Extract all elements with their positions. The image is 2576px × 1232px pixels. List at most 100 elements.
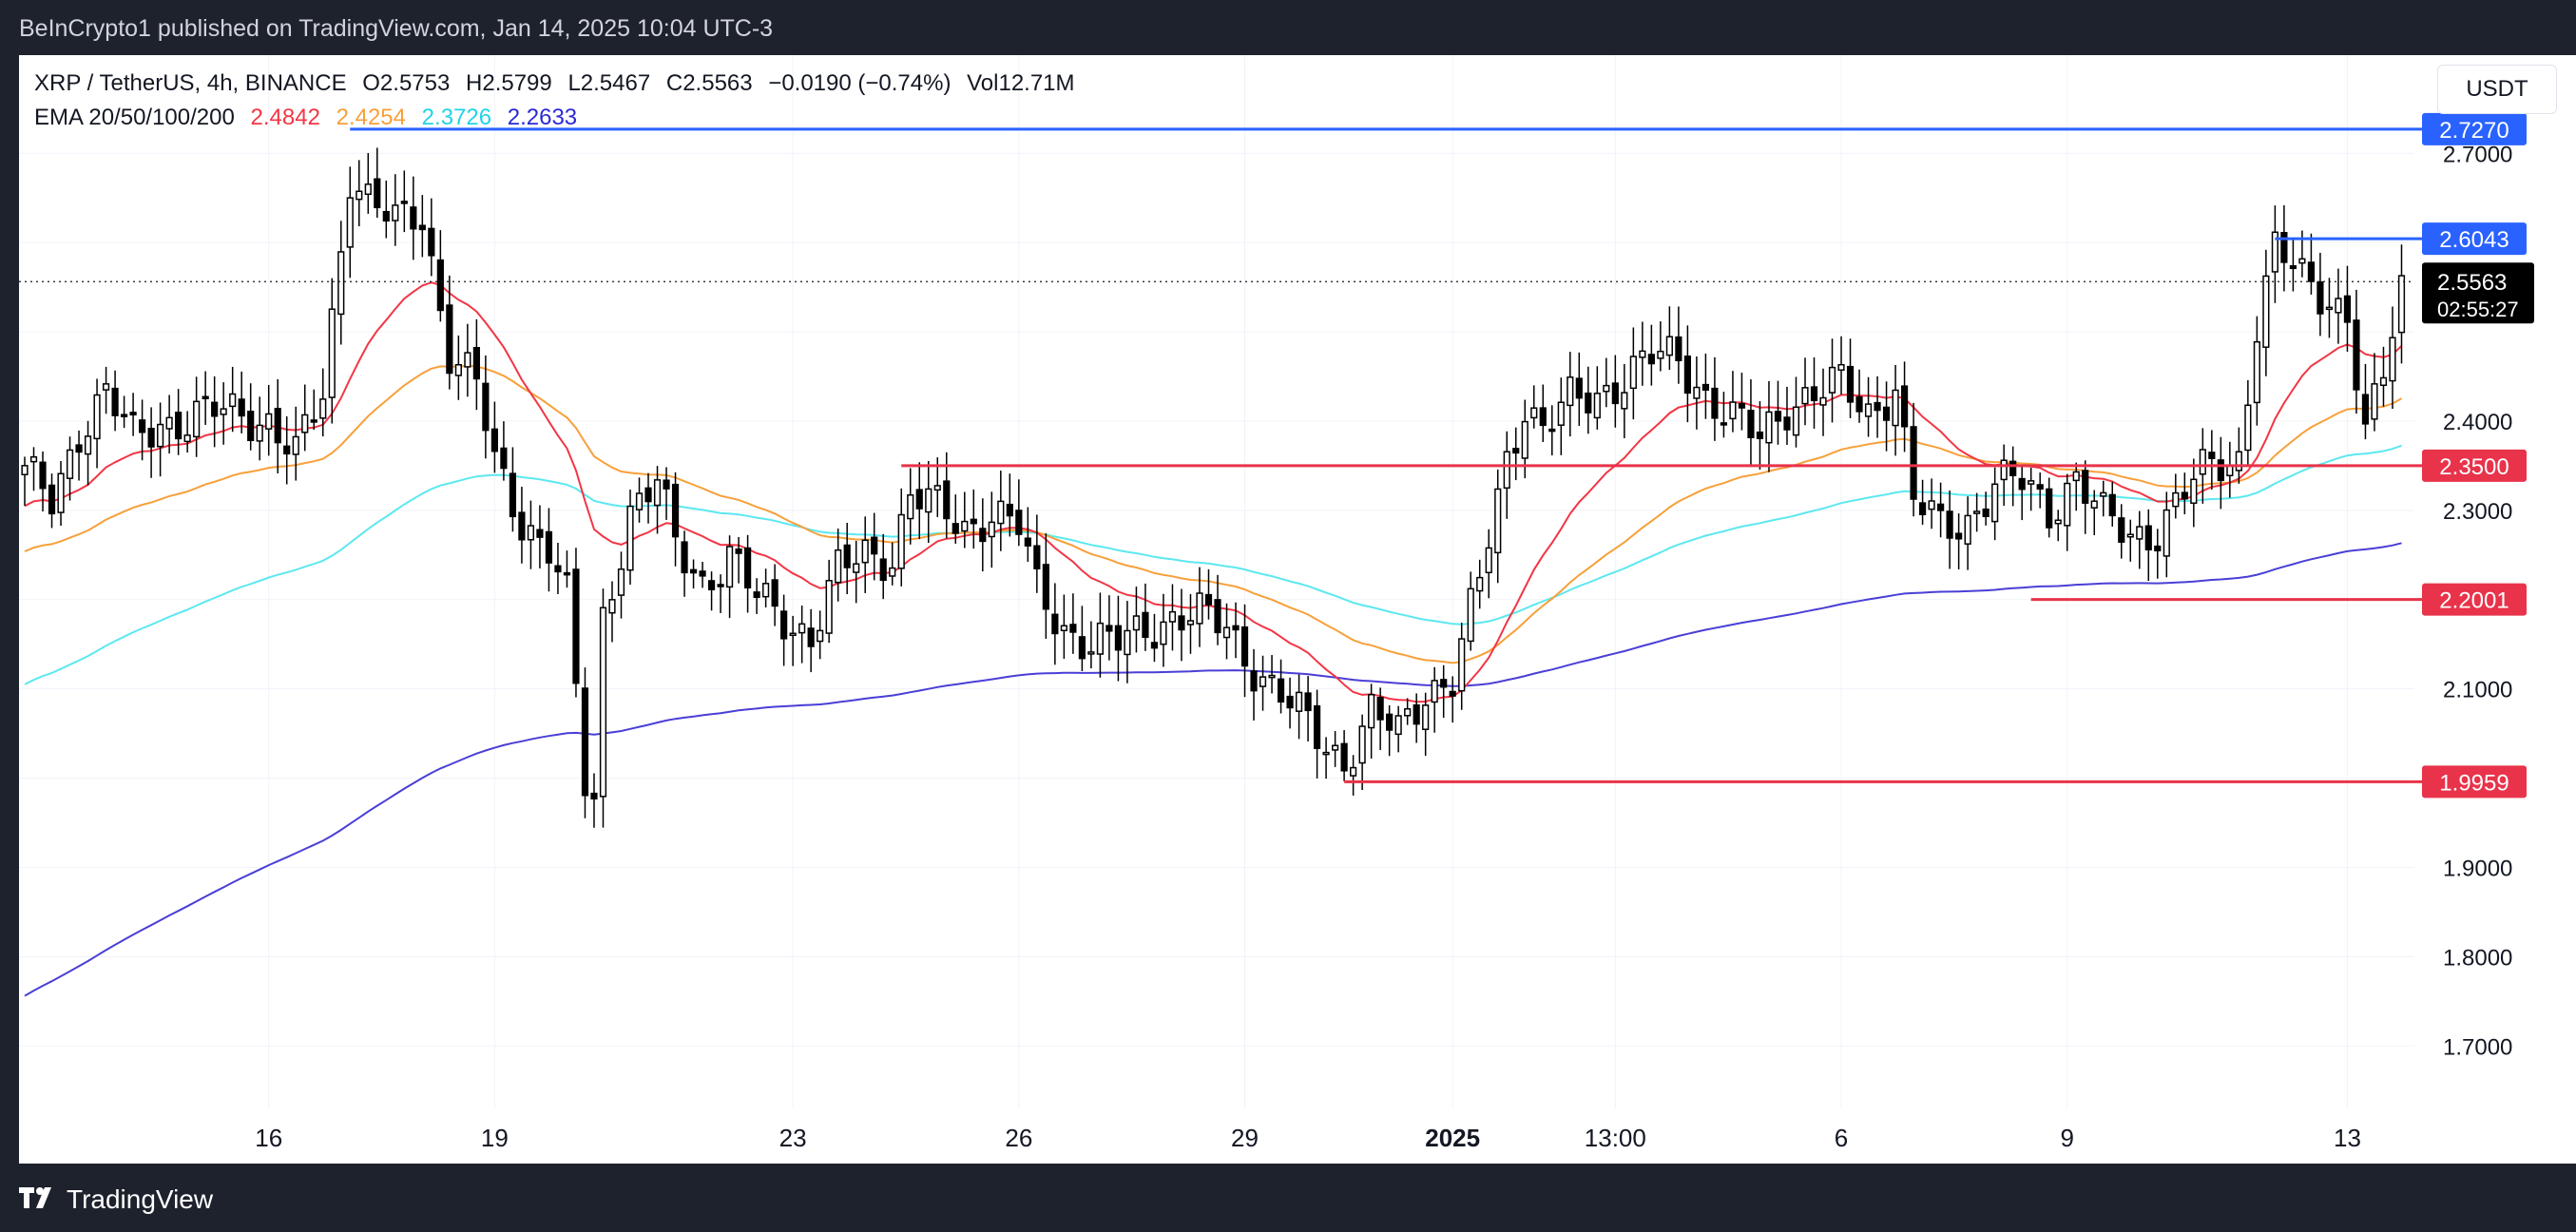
candle-body: [1358, 725, 1366, 764]
open-value: O2.5753: [362, 70, 451, 96]
chart-panel[interactable]: 1.7000 1.8000 1.9000 2.1000 2.3000 2.4000 2.70…: [19, 55, 2576, 1164]
candle-body: [328, 308, 336, 398]
footer-bar: TradingView: [0, 1164, 2576, 1232]
candle-body: [1240, 626, 1249, 667]
candle-body: [319, 398, 327, 419]
level-tag-label: 2.2001: [2439, 588, 2509, 614]
candle-body: [247, 411, 255, 442]
candle-body: [1214, 599, 1221, 634]
candle-body: [211, 401, 219, 417]
candle-body: [400, 201, 408, 204]
candle-body: [1557, 401, 1565, 426]
low-value: L2.5467: [567, 70, 651, 96]
candle-body: [1910, 426, 1917, 500]
candle-body: [1494, 488, 1502, 554]
candle-body: [762, 583, 770, 598]
candle-body: [545, 530, 553, 564]
candle-body: [2009, 460, 2017, 476]
candle-body: [147, 427, 155, 448]
x-tick-label: 23: [779, 1124, 807, 1152]
candle-body: [138, 419, 146, 433]
x-tick-label: 9: [2060, 1124, 2073, 1152]
candle-body: [66, 449, 74, 479]
y-tick-label: 1.9000: [2443, 856, 2512, 881]
support-level-tag[interactable]: [2422, 583, 2527, 616]
candle-body: [1350, 766, 1357, 777]
candle-body: [1711, 387, 1719, 419]
candle-body: [1376, 697, 1384, 721]
resistance-level-tag[interactable]: [2422, 222, 2527, 256]
candle-body: [2325, 306, 2334, 311]
candle-body: [554, 565, 562, 573]
candle-body: [1665, 336, 1673, 356]
candle-body: [1828, 366, 1836, 394]
candle-body: [1277, 678, 1285, 703]
support-level-tag[interactable]: [2422, 765, 2527, 799]
candle-body: [84, 435, 92, 455]
candle-body: [1124, 629, 1131, 656]
candle-body: [1937, 503, 1945, 511]
support-level-tag[interactable]: [2422, 449, 2527, 482]
price-chart[interactable]: 1.7000 1.8000 1.9000 2.1000 2.3000 2.4000 2.70…: [19, 55, 2576, 1164]
tradingview-logo[interactable]: TradingView: [19, 1184, 213, 1215]
candle-body: [1683, 356, 1691, 395]
ema-label[interactable]: EMA 20/50/100/200: [34, 105, 235, 130]
candle-body: [1567, 376, 1574, 407]
candle-body: [798, 623, 806, 634]
candle-body: [1955, 532, 1963, 540]
candle-body: [220, 408, 227, 415]
candle-body: [599, 606, 607, 798]
candle-body: [392, 204, 399, 221]
candle-body: [581, 687, 589, 797]
candle-body: [1051, 613, 1059, 635]
candle-body: [2118, 517, 2125, 543]
candle-body: [2064, 482, 2071, 527]
candle-body: [744, 547, 752, 589]
candle-body: [1422, 704, 1430, 730]
candle-body: [356, 190, 363, 201]
candle-body: [572, 568, 580, 684]
resistance-level-tag[interactable]: [2422, 112, 2527, 145]
candle-body: [1765, 411, 1773, 444]
x-tick-label: 6: [1835, 1124, 1848, 1152]
candle-body: [175, 412, 183, 440]
candle-body: [663, 479, 670, 490]
candle-body: [1222, 626, 1231, 639]
candle-body: [1313, 704, 1321, 749]
candle-body: [48, 484, 56, 515]
x-tick-label: 16: [255, 1124, 282, 1152]
candle-body: [2379, 376, 2388, 387]
candle-body: [1458, 638, 1466, 692]
ema200-value: 2.2633: [507, 105, 578, 130]
candle-body: [1322, 751, 1330, 756]
candle-body: [1629, 356, 1637, 390]
candle-body: [301, 414, 309, 433]
candle-body: [1476, 576, 1484, 592]
candle-body: [2361, 394, 2370, 425]
candle-body: [1621, 392, 1628, 410]
candle-body: [102, 383, 110, 391]
candle-body: [2036, 484, 2044, 491]
candle-body: [2090, 500, 2098, 509]
candle-body: [1078, 636, 1086, 660]
candle-body: [1015, 510, 1023, 535]
candle-body: [897, 513, 905, 569]
candle-body: [717, 584, 724, 587]
candle-body: [283, 445, 291, 455]
candle-body: [1105, 625, 1113, 632]
x-tick-label: 13:00: [1585, 1124, 1646, 1152]
candle-body: [753, 591, 760, 599]
candle-body: [1738, 403, 1746, 409]
symbol-label[interactable]: XRP / TetherUS, 4h, BINANCE: [34, 70, 347, 96]
candle-body: [1918, 502, 1927, 515]
candle-body: [1521, 420, 1528, 459]
candle-body: [681, 541, 688, 574]
candle-body: [2163, 509, 2170, 557]
currency-button[interactable]: USDT: [2437, 65, 2557, 114]
candle-body: [428, 227, 435, 257]
candle-body: [410, 206, 417, 230]
candle-body: [1900, 385, 1909, 428]
candle-body: [1503, 451, 1510, 490]
candle-body: [1575, 377, 1583, 399]
candle-body: [1774, 411, 1782, 422]
